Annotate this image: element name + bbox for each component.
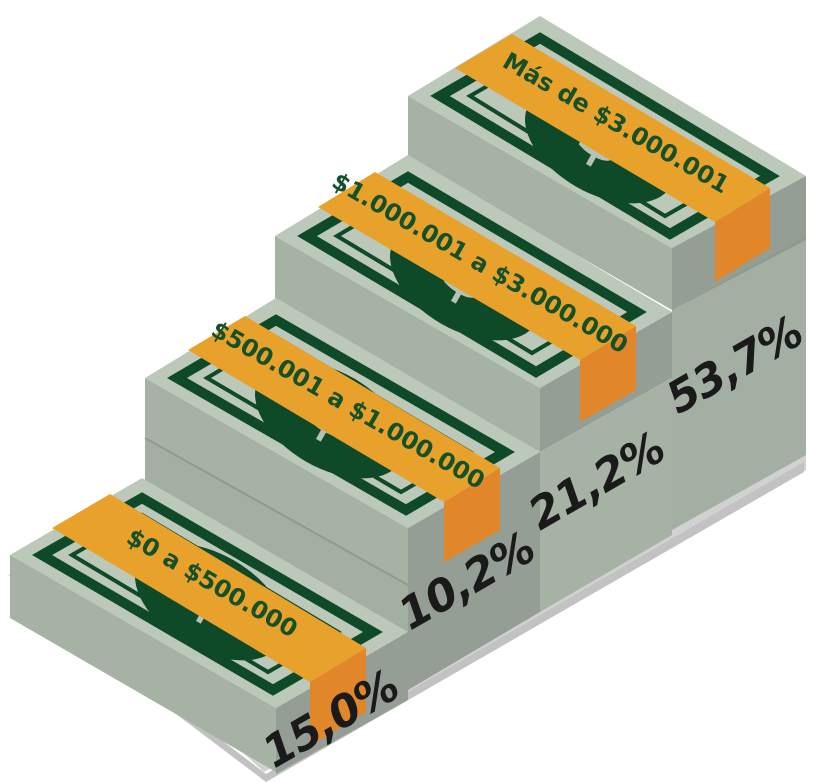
money-band-3 — [318, 172, 636, 360]
bill-stack-3: $ — [275, 155, 672, 612]
money-band-4 — [455, 34, 770, 222]
money-band-2 — [188, 316, 500, 502]
bill-stack-4: $ — [408, 16, 806, 310]
money-band-1 — [52, 494, 366, 682]
bill-stack-2: $ — [144, 298, 540, 690]
bill-stack-1: $ — [10, 478, 408, 774]
